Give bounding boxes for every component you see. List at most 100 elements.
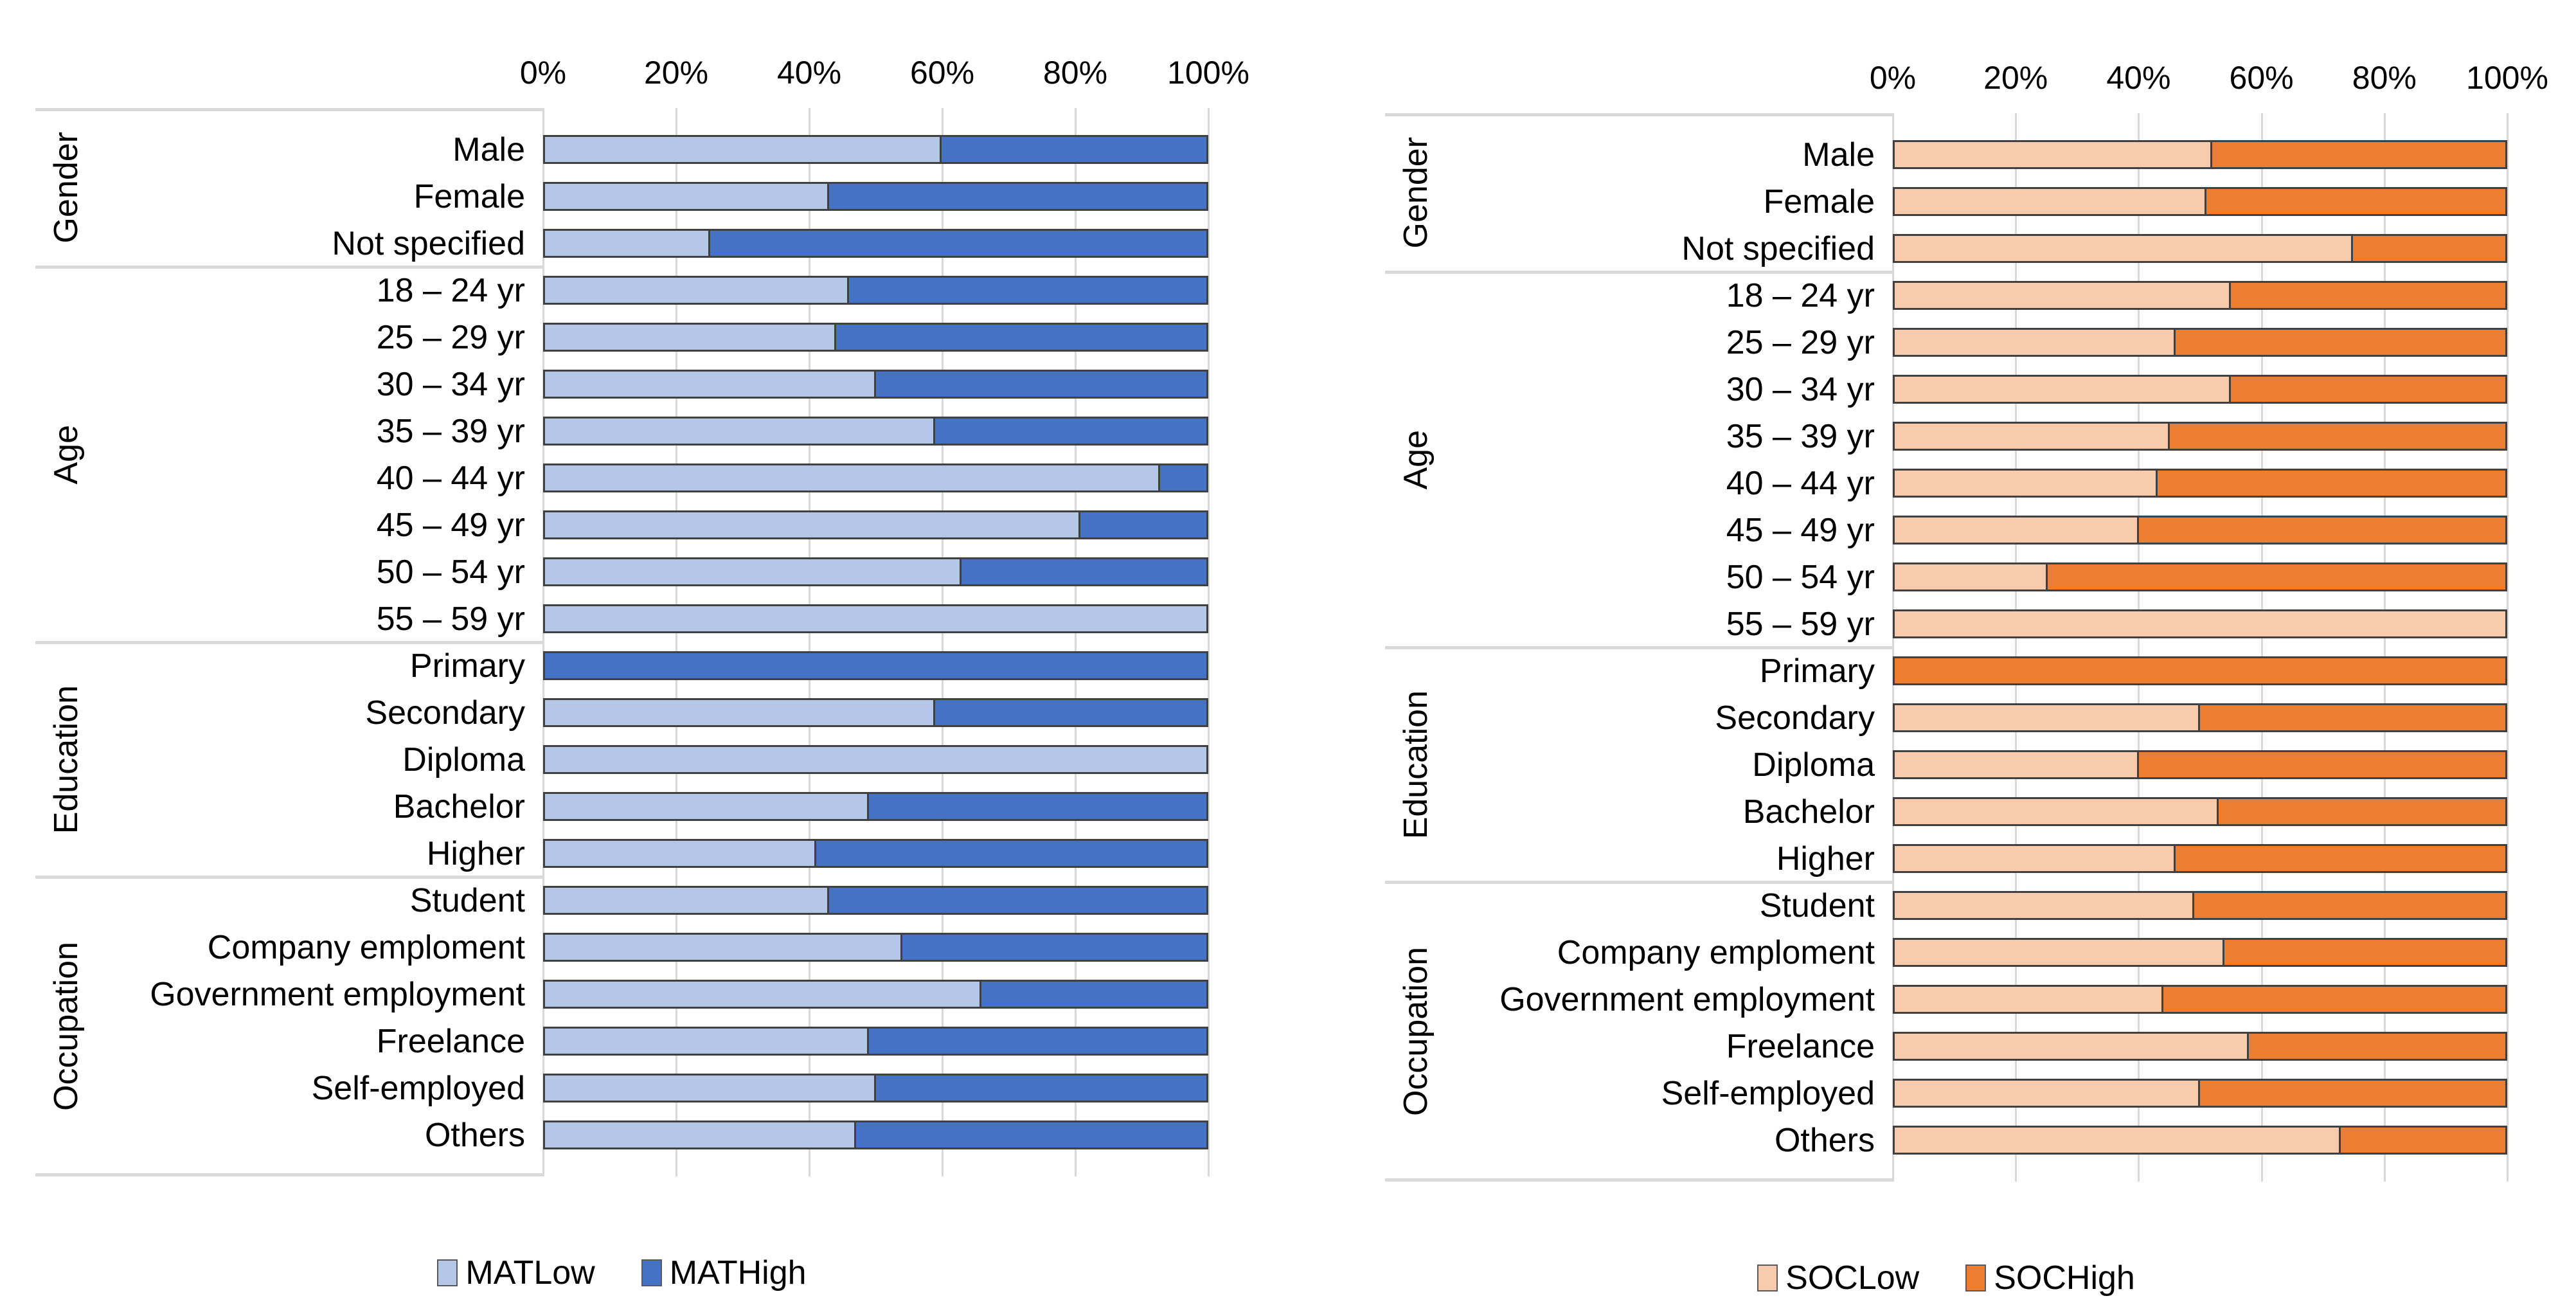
chart-row: Female: [35, 173, 1208, 220]
bar-segment-high: [2200, 705, 2505, 730]
category-label: 25 – 29 yr: [1726, 323, 1875, 361]
legend-swatch-soclow: [1757, 1264, 1778, 1292]
stacked-bar: [1893, 750, 2507, 779]
gridline: [2138, 113, 2140, 1182]
stacked-bar: [543, 792, 1208, 821]
category-label: Diploma: [402, 741, 525, 779]
category-label: 55 – 59 yr: [376, 600, 525, 638]
chart-row: Freelance: [1385, 1023, 2507, 1070]
chart-row: 18 – 24 yr: [35, 267, 1208, 314]
category-label: 18 – 24 yr: [376, 271, 525, 309]
category-label: Not specified: [1681, 230, 1875, 267]
chart-row: Bachelor: [1385, 788, 2507, 835]
gridline: [2015, 113, 2017, 1182]
category-label: Student: [409, 881, 525, 919]
stacked-bar: [1893, 938, 2507, 967]
category-label: Higher: [1776, 840, 1875, 878]
bar-segment-low: [1895, 893, 2194, 918]
legend-swatch-sochigh: [1965, 1264, 1987, 1292]
chart-row: 25 – 29 yr: [1385, 319, 2507, 366]
bar-segment-high: [875, 372, 1206, 397]
bar-track: [543, 314, 1208, 361]
category-label: Primary: [409, 647, 525, 685]
category-label: 18 – 24 yr: [1726, 276, 1875, 314]
bar-segment-high: [2212, 142, 2505, 167]
bar-track: [1893, 647, 2507, 694]
bar-segment-low: [545, 935, 902, 960]
stacked-bar: [543, 510, 1208, 539]
chart-row: Primary: [35, 642, 1208, 689]
chart-row: Higher: [35, 830, 1208, 877]
chart-row: Self-employed: [1385, 1070, 2507, 1117]
gridline: [542, 108, 544, 1176]
category-label: Company emploment: [207, 928, 525, 966]
gridline: [2507, 113, 2509, 1182]
bar-track: [1893, 272, 2507, 319]
stacked-bar: [1893, 562, 2507, 591]
bar-track: [543, 501, 1208, 548]
category-label: Freelance: [1726, 1027, 1875, 1065]
category-label: Primary: [1759, 652, 1875, 690]
category-label: Bachelor: [393, 788, 525, 825]
group-separator: [1385, 271, 1893, 274]
chart-row: Self-employed: [35, 1065, 1208, 1112]
bar-segment-low: [545, 325, 836, 350]
bar-segment-high: [2163, 987, 2505, 1012]
bar-segment-high: [2340, 1128, 2505, 1153]
bar-segment-high: [2139, 518, 2505, 543]
group-separator: [35, 641, 543, 644]
stacked-bar: [543, 276, 1208, 305]
chart-row: 55 – 59 yr: [35, 595, 1208, 642]
stacked-bar: [1893, 891, 2507, 920]
gridline: [809, 108, 810, 1176]
stacked-bar: [543, 745, 1208, 774]
stacked-bar: [1893, 1032, 2507, 1061]
bar-segment-high: [2139, 752, 2505, 777]
chart-row: 35 – 39 yr: [35, 408, 1208, 455]
category-label: 40 – 44 yr: [1726, 464, 1875, 502]
stacked-bar: [1893, 187, 2507, 216]
bar-track: [543, 455, 1208, 501]
bar-segment-high: [2200, 1081, 2505, 1106]
bar-segment-high: [855, 1122, 1206, 1148]
bar-segment-high: [2047, 564, 2505, 590]
chart-row: Male: [1385, 131, 2507, 178]
chart-row: Diploma: [1385, 741, 2507, 788]
bar-segment-low: [1895, 752, 2139, 777]
stacked-bar: [1893, 844, 2507, 873]
bar-segment-high: [829, 184, 1206, 209]
bar-track: [543, 126, 1208, 173]
bar-segment-high: [2230, 377, 2505, 402]
bar-track: [543, 1018, 1208, 1065]
bar-segment-high: [962, 559, 1206, 584]
bar-segment-high: [869, 1029, 1206, 1054]
category-label: Female: [1763, 183, 1875, 221]
category-label: 40 – 44 yr: [376, 459, 525, 497]
bar-segment-high: [981, 982, 1206, 1007]
group-separator: [1385, 113, 1893, 116]
bar-segment-low: [545, 137, 942, 162]
bar-segment-high: [2224, 940, 2505, 965]
bar-track: [1893, 835, 2507, 882]
gridline: [2260, 113, 2263, 1182]
category-label: Government employment: [1499, 980, 1875, 1018]
bar-segment-low: [545, 372, 876, 397]
chart-row: Not specified: [35, 220, 1208, 267]
stacked-bar: [1893, 1126, 2507, 1155]
chart-row: 40 – 44 yr: [35, 455, 1208, 501]
bar-segment-high: [935, 700, 1206, 725]
bar-segment-high: [2218, 799, 2505, 824]
bar-segment-high: [935, 419, 1206, 444]
stacked-bar: [1893, 656, 2507, 685]
legend-swatch-mathigh: [641, 1259, 662, 1286]
chart-row: Company emploment: [35, 924, 1208, 971]
stacked-bar: [543, 1074, 1208, 1102]
stacked-bar: [1893, 375, 2507, 404]
bar-track: [1893, 131, 2507, 178]
category-label: 35 – 39 yr: [376, 412, 525, 450]
bar-segment-low: [1895, 705, 2200, 730]
mat-chart: 0% 20% 40% 60% 80% 100% Gender Male Female Not sp…: [35, 37, 1249, 1293]
axis-tick-label: 20%: [643, 55, 709, 91]
category-label: 30 – 34 yr: [376, 365, 525, 403]
bar-segment-low: [545, 841, 816, 866]
